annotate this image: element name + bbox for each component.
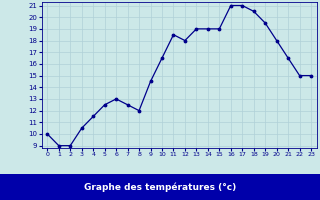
Text: Graphe des températures (°c): Graphe des températures (°c) — [84, 182, 236, 192]
